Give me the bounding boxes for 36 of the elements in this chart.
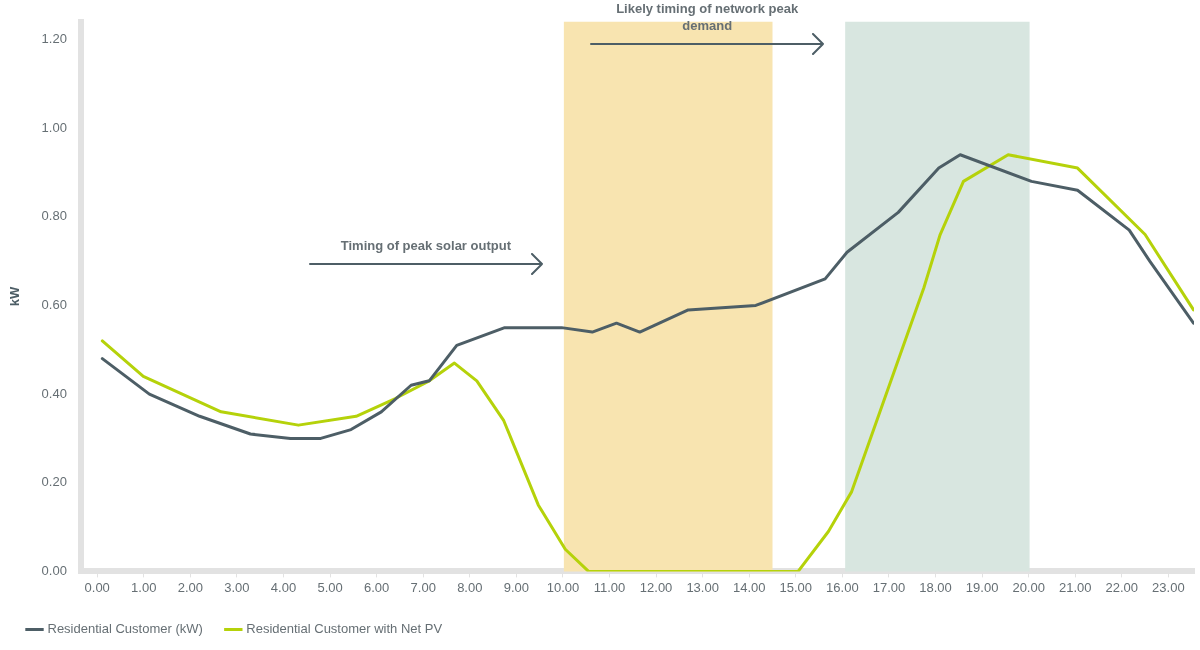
y-tick-label: 1.20 xyxy=(41,31,67,47)
x-tick-label: 0.00 xyxy=(84,579,110,595)
x-tick-label: 14.00 xyxy=(732,579,766,595)
legend-label: Residential Customer with Net PV xyxy=(246,621,443,637)
annotation: Timing of peak solar output xyxy=(340,237,511,253)
x-tick-label: 5.00 xyxy=(317,579,343,595)
legend-label: Residential Customer (kW) xyxy=(47,621,203,637)
y-tick-label: 0.20 xyxy=(41,474,67,490)
y-axis-title: kW xyxy=(7,286,23,307)
x-tick-label: 11.00 xyxy=(593,579,626,595)
x-tick-label: 4.00 xyxy=(270,579,297,595)
x-tick-label: 12.00 xyxy=(639,579,673,595)
y-tick-label: 0.60 xyxy=(41,297,67,313)
y-tick-label: 0.00 xyxy=(41,562,67,578)
x-tick-label: 10.00 xyxy=(546,579,580,595)
x-tick-label: 6.00 xyxy=(363,579,390,595)
x-tick-label: 22.00 xyxy=(1105,579,1139,595)
y-tick-label: 0.80 xyxy=(41,208,67,224)
y-tick-label: 1.00 xyxy=(41,119,67,135)
x-tick-label: 15.00 xyxy=(779,579,813,595)
x-tick-label: 20.00 xyxy=(1012,579,1045,595)
x-tick-label: 7.00 xyxy=(410,579,436,595)
x-tick-label: 23.00 xyxy=(1152,579,1185,595)
x-tick-label: 3.00 xyxy=(224,579,250,595)
x-tick-label: 9.00 xyxy=(503,579,530,595)
x-tick-label: 8.00 xyxy=(457,579,483,595)
x-tick-label: 17.00 xyxy=(872,579,906,595)
x-tick-label: 1.00 xyxy=(131,579,157,595)
x-tick-label: 16.00 xyxy=(826,579,859,595)
y-tick-label: 0.40 xyxy=(41,385,67,401)
x-tick-label: 18.00 xyxy=(919,579,952,595)
x-tick-label: 2.00 xyxy=(177,579,203,595)
x-tick-label: 21.00 xyxy=(1058,579,1092,595)
x-tick-label: 19.00 xyxy=(965,579,999,595)
x-tick-label: 13.00 xyxy=(686,579,719,595)
annotation: Likely timing of network peak demand xyxy=(616,0,799,33)
